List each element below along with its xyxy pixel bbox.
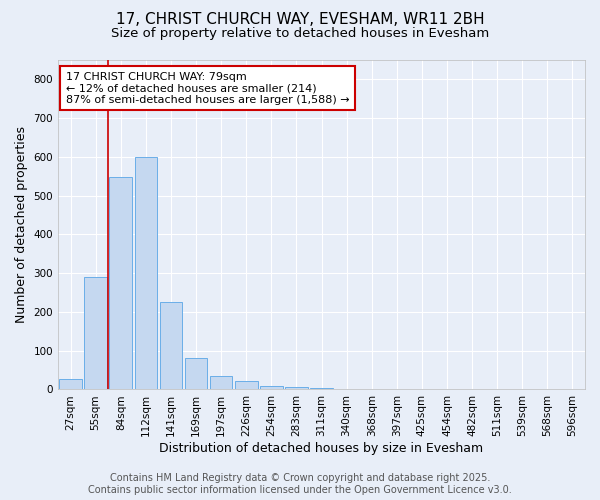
Bar: [310, 388, 333, 390]
Bar: [134, 157, 157, 390]
Bar: [210, 376, 232, 390]
X-axis label: Distribution of detached houses by size in Evesham: Distribution of detached houses by size …: [160, 442, 484, 455]
Bar: [285, 386, 308, 390]
Text: Size of property relative to detached houses in Evesham: Size of property relative to detached ho…: [111, 28, 489, 40]
Bar: [185, 358, 208, 390]
Text: 17 CHRIST CHURCH WAY: 79sqm
← 12% of detached houses are smaller (214)
87% of se: 17 CHRIST CHURCH WAY: 79sqm ← 12% of det…: [66, 72, 350, 104]
Text: Contains HM Land Registry data © Crown copyright and database right 2025.
Contai: Contains HM Land Registry data © Crown c…: [88, 474, 512, 495]
Bar: [85, 276, 107, 390]
Bar: [260, 386, 283, 390]
Y-axis label: Number of detached properties: Number of detached properties: [15, 126, 28, 323]
Bar: [59, 379, 82, 390]
Bar: [160, 302, 182, 390]
Bar: [109, 178, 132, 390]
Text: 17, CHRIST CHURCH WAY, EVESHAM, WR11 2BH: 17, CHRIST CHURCH WAY, EVESHAM, WR11 2BH: [116, 12, 484, 28]
Bar: [235, 381, 257, 390]
